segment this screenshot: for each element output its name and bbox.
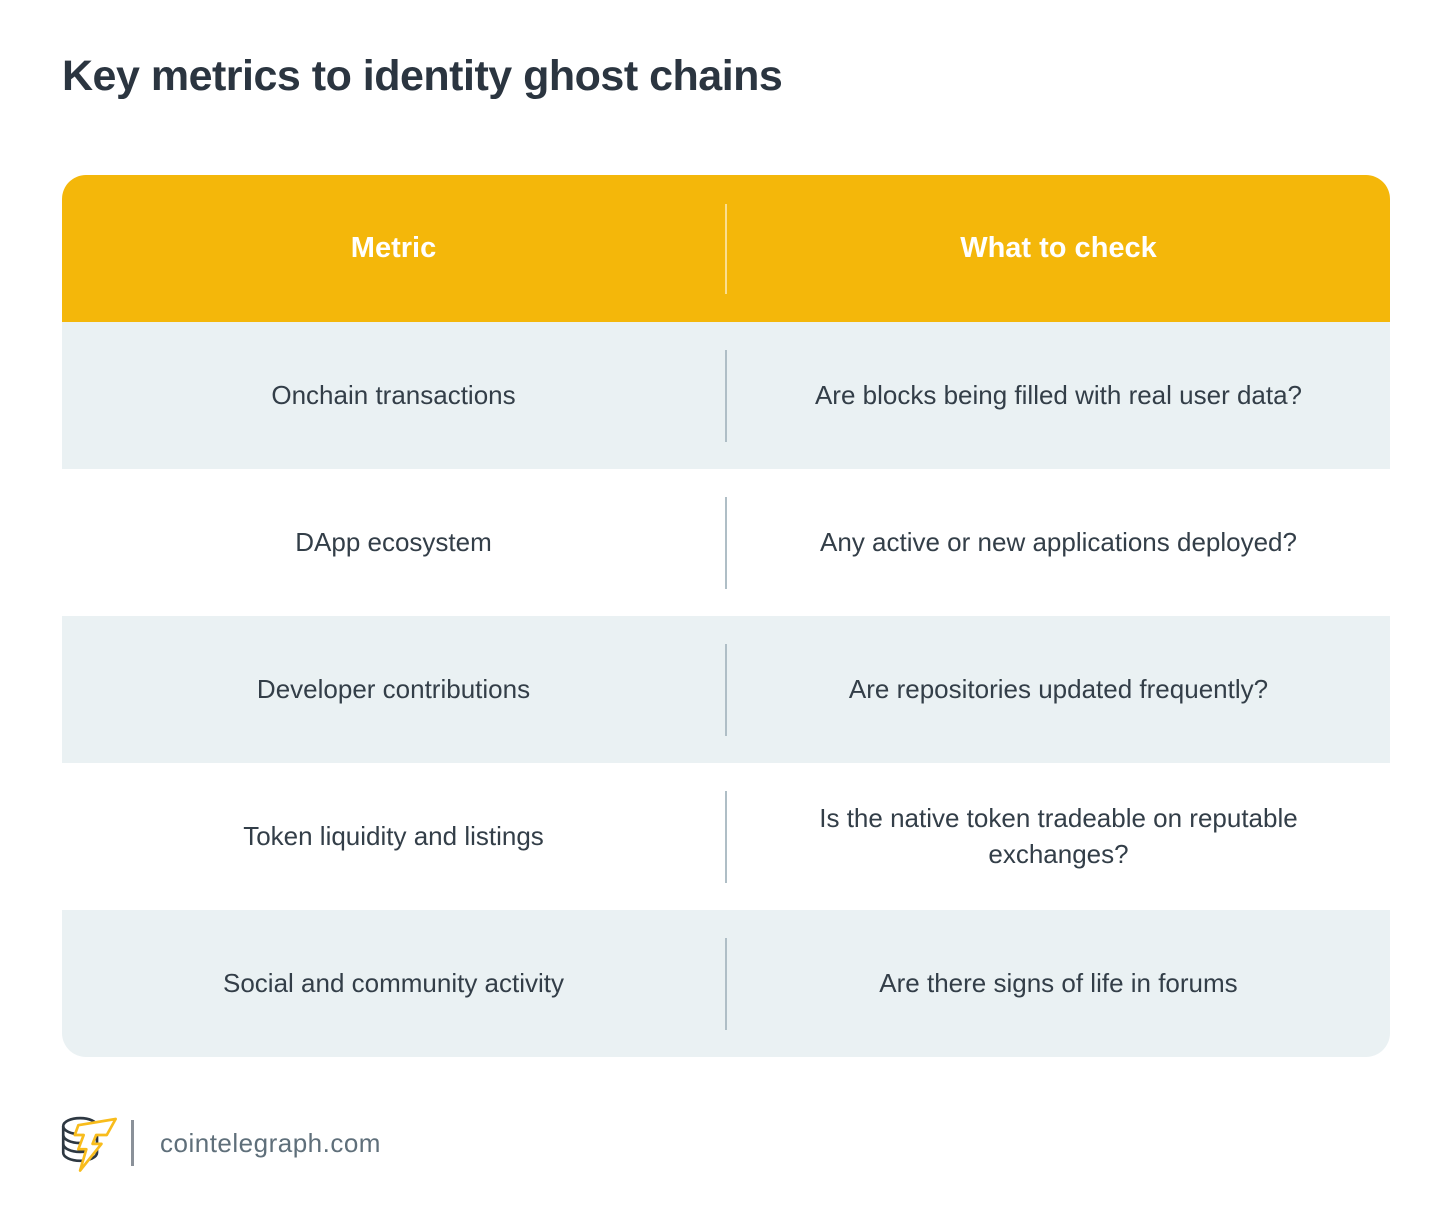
metric-cell: Developer contributions [62, 616, 725, 763]
column-divider [725, 496, 727, 589]
table-row: Developer contributions Are repositories… [62, 616, 1390, 763]
metric-cell: Onchain transactions [62, 322, 725, 469]
page-title: Key metrics to identity ghost chains [62, 52, 783, 100]
footer-divider [131, 1120, 134, 1166]
metrics-table: Metric What to check Onchain transaction… [62, 175, 1390, 1057]
metric-cell: Social and community activity [62, 910, 725, 1057]
table-row: Onchain transactions Are blocks being fi… [62, 322, 1390, 469]
metric-value: Token liquidity and listings [243, 820, 544, 851]
column-divider [725, 203, 727, 294]
header-cell-check: What to check [727, 175, 1390, 322]
header-check-label: What to check [960, 231, 1157, 264]
check-value: Any active or new applications deployed? [820, 526, 1297, 557]
header-cell-metric: Metric [62, 175, 725, 322]
cointelegraph-logo-icon [61, 1116, 117, 1172]
check-value: Are blocks being filled with real user d… [814, 379, 1303, 410]
table-row: Token liquidity and listings Is the nati… [62, 763, 1390, 910]
metric-value: Developer contributions [256, 673, 531, 704]
metric-value: Onchain transactions [271, 379, 516, 410]
check-cell: Are blocks being filled with real user d… [727, 322, 1390, 469]
check-cell: Is the native token tradeable on reputab… [727, 763, 1390, 910]
metric-cell: Token liquidity and listings [62, 763, 725, 910]
check-value: Are repositories updated frequently? [848, 673, 1269, 704]
table-row: DApp ecosystem Any active or new applica… [62, 469, 1390, 616]
column-divider [725, 790, 727, 883]
header-metric-label: Metric [350, 231, 437, 264]
metric-cell: DApp ecosystem [62, 469, 725, 616]
check-value: Is the native token tradeable on reputab… [819, 803, 1298, 869]
metric-value: DApp ecosystem [295, 526, 492, 557]
table-row: Social and community activity Are there … [62, 910, 1390, 1057]
site-label: cointelegraph.com [160, 1127, 381, 1158]
metric-value: Social and community activity [222, 967, 565, 998]
check-cell: Are repositories updated frequently? [727, 616, 1390, 763]
column-divider [725, 643, 727, 736]
column-divider [725, 349, 727, 442]
column-divider [725, 937, 727, 1030]
footer: cointelegraph.com [57, 1106, 381, 1180]
table-header-row: Metric What to check [62, 175, 1390, 322]
check-cell: Any active or new applications deployed? [727, 469, 1390, 616]
check-cell: Are there signs of life in forums [727, 910, 1390, 1057]
check-value: Are there signs of life in forums [879, 967, 1238, 998]
